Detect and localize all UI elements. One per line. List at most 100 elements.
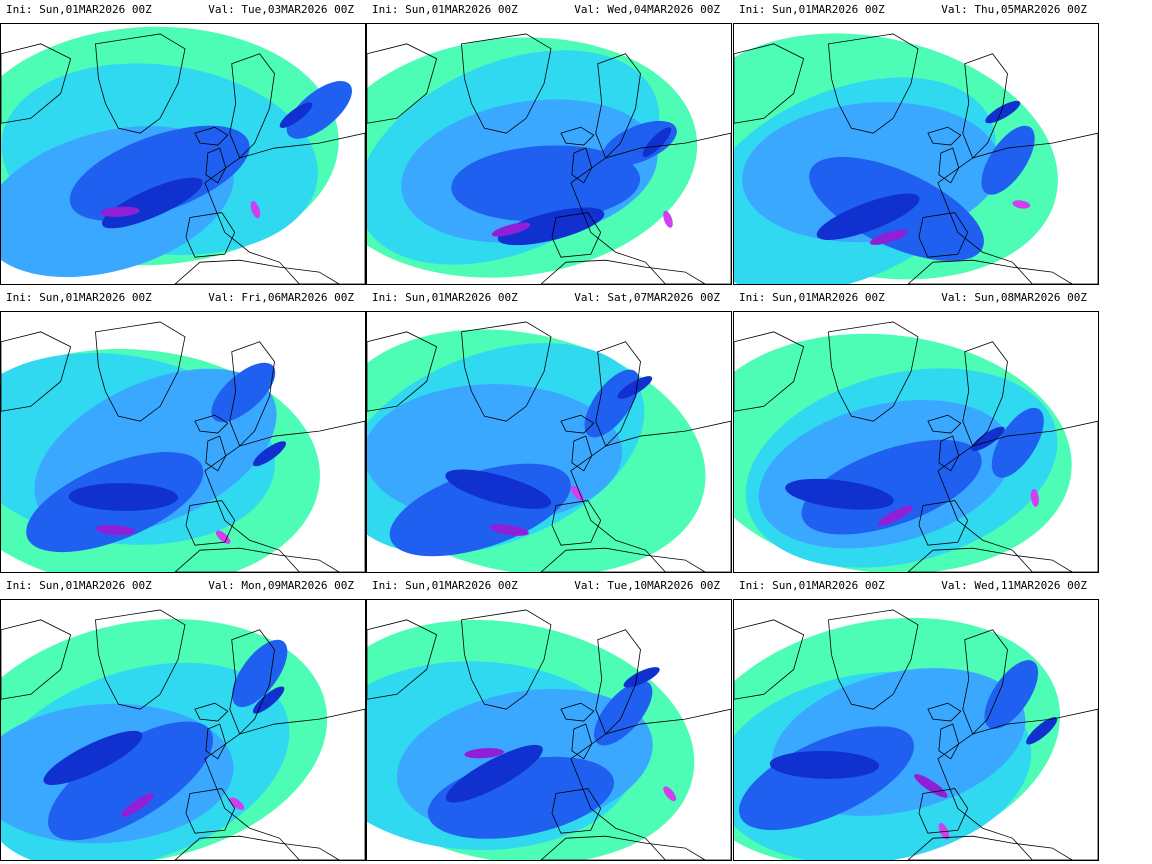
coastlines	[1, 321, 365, 572]
coastline-path	[918, 788, 969, 834]
init-time-label: Ini: Sun,01MAR2026 00Z	[739, 291, 885, 304]
forecast-map	[733, 311, 1099, 573]
coastline-path	[734, 43, 805, 124]
map-canvas	[367, 609, 731, 860]
precip-blob	[68, 483, 179, 511]
map-canvas	[367, 33, 731, 284]
init-time-label: Ini: Sun,01MAR2026 00Z	[6, 3, 152, 16]
valid-time-label: Val: Fri,06MAR2026 00Z	[208, 291, 354, 304]
precip-blob	[991, 407, 1044, 478]
precip-blob	[869, 229, 908, 245]
precipitation-field	[1, 619, 328, 860]
coastline-path	[461, 33, 552, 134]
coastline-path	[571, 723, 593, 760]
coastline-path	[560, 414, 595, 434]
panel-header: Ini: Sun,01MAR2026 00Z Val: Wed,04MAR2026…	[366, 3, 732, 17]
valid-time-label: Val: Wed,04MAR2026 00Z	[574, 3, 720, 16]
coastline-path	[962, 341, 1008, 447]
precipitation-field	[367, 329, 706, 572]
precipitation-field	[1, 26, 352, 278]
coastline-path	[174, 547, 340, 572]
precip-blob	[95, 524, 136, 536]
valid-time-label: Val: Thu,05MAR2026 00Z	[941, 3, 1087, 16]
coastlines	[1, 33, 365, 284]
init-time-label: Ini: Sun,01MAR2026 00Z	[372, 579, 518, 592]
coastline-path	[194, 126, 229, 146]
precip-blob	[984, 660, 1039, 729]
coastline-path	[204, 708, 365, 860]
precip-blob	[445, 744, 543, 803]
valid-time-label: Val: Sun,08MAR2026 00Z	[941, 291, 1087, 304]
coastline-path	[540, 547, 706, 572]
init-time-label: Ini: Sun,01MAR2026 00Z	[372, 291, 518, 304]
coastline-path	[962, 629, 1008, 735]
coastline-path	[205, 435, 227, 472]
coastline-path	[907, 547, 1073, 572]
coastline-path	[185, 788, 236, 834]
coastline-path	[918, 500, 969, 546]
coastline-path	[540, 259, 706, 284]
precip-blob	[286, 81, 352, 139]
precip-blob	[642, 127, 672, 157]
panel-header: Ini: Sun,01MAR2026 00Z Val: Fri,06MAR2026…	[0, 291, 366, 305]
coastline-path	[194, 702, 229, 722]
precip-blob	[1030, 489, 1039, 507]
coastline-path	[927, 126, 962, 146]
precip-blob	[570, 485, 584, 501]
coastline-path	[962, 53, 1008, 159]
coastline-path	[551, 788, 602, 834]
coastline-path	[1, 43, 72, 124]
precip-blob	[663, 210, 673, 228]
forecast-panel: Ini: Sun,01MAR2026 00Z Val: Tue,10MAR2026…	[366, 576, 732, 864]
precipitation-field	[367, 37, 698, 278]
precip-blob	[663, 786, 677, 802]
coastline-path	[828, 321, 919, 422]
coastline-path	[174, 835, 340, 860]
coastline-path	[937, 708, 1098, 860]
forecast-map	[0, 599, 366, 861]
precip-blob	[617, 376, 653, 399]
valid-time-label: Val: Tue,03MAR2026 00Z	[208, 3, 354, 16]
coastline-path	[595, 629, 641, 735]
precip-blob	[48, 721, 214, 841]
precip-blob	[602, 120, 677, 167]
coastline-path	[367, 331, 438, 412]
precipitation-field	[734, 33, 1058, 284]
coastline-path	[937, 132, 1098, 284]
forecast-panel: Ini: Sun,01MAR2026 00Z Val: Wed,04MAR2026…	[366, 0, 732, 288]
valid-time-label: Val: Tue,10MAR2026 00Z	[574, 579, 720, 592]
precip-blob	[981, 125, 1035, 195]
panel-header: Ini: Sun,01MAR2026 00Z Val: Tue,10MAR2026…	[366, 579, 732, 593]
coastline-path	[174, 259, 340, 284]
panel-header: Ini: Sun,01MAR2026 00Z Val: Wed,11MAR2026…	[733, 579, 1099, 593]
precip-blob	[769, 750, 880, 779]
map-canvas	[1, 609, 365, 860]
init-time-label: Ini: Sun,01MAR2026 00Z	[739, 579, 885, 592]
precip-blob	[121, 793, 155, 817]
precipitation-field	[734, 617, 1061, 860]
coastline-path	[95, 609, 186, 710]
precip-blob	[69, 125, 250, 221]
coastlines	[367, 321, 731, 572]
precip-blob	[451, 145, 641, 222]
panel-header: Ini: Sun,01MAR2026 00Z Val: Mon,09MAR2026…	[0, 579, 366, 593]
precip-blob	[252, 686, 285, 714]
init-time-label: Ini: Sun,01MAR2026 00Z	[372, 3, 518, 16]
coastlines	[1, 609, 365, 860]
precip-blob	[801, 439, 982, 535]
coastline-path	[907, 835, 1073, 860]
coastline-path	[734, 331, 805, 412]
coastlines	[734, 33, 1098, 284]
forecast-panel: Ini: Sun,01MAR2026 00Z Val: Wed,11MAR2026…	[733, 576, 1099, 864]
coastline-path	[205, 723, 227, 760]
coastline-path	[734, 619, 805, 700]
init-time-label: Ini: Sun,01MAR2026 00Z	[739, 3, 885, 16]
coastline-path	[205, 147, 227, 184]
precip-blob	[252, 441, 287, 467]
forecast-map	[366, 599, 732, 861]
precip-blob	[985, 100, 1021, 124]
coastline-path	[367, 43, 438, 124]
precip-blob	[100, 206, 140, 217]
precip-blob	[623, 667, 660, 688]
coastline-path	[95, 321, 186, 422]
